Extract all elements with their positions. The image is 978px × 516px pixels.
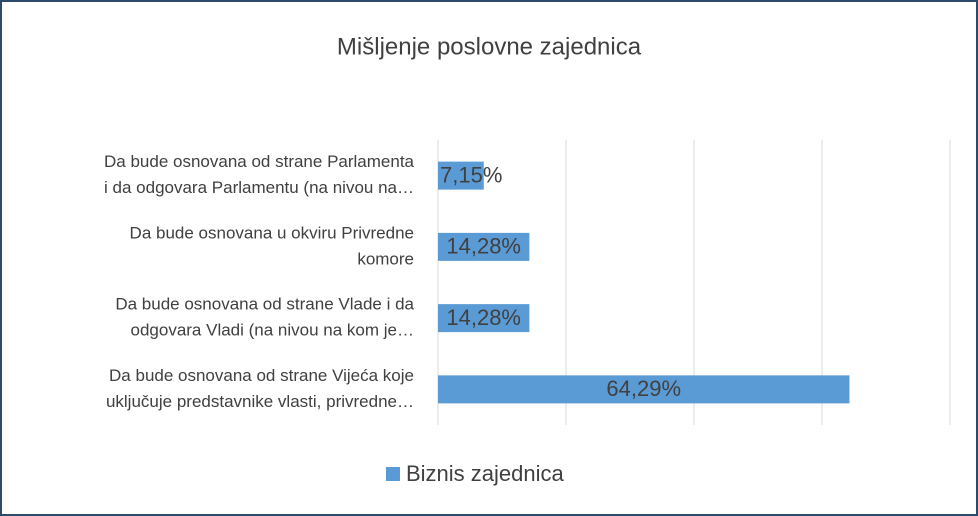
data-label: 7,15% [440, 162, 502, 187]
category-label: Da bude osnovana od strane Parlamenta [104, 152, 415, 171]
category-label: odgovara Vladi (na nivou na kom je… [131, 321, 415, 340]
bar [438, 375, 850, 404]
category-label: Da bude osnovana od strane Vlade i da [115, 295, 414, 314]
legend-swatch [386, 467, 400, 481]
category-label: komore [357, 249, 414, 268]
data-label: 14,28% [446, 234, 521, 259]
category-label: i da odgovara Parlamentu (na nivou na… [104, 178, 414, 197]
legend-label: Biznis zajednica [406, 461, 565, 486]
category-label: Da bude osnovana u okviru Privredne [130, 223, 414, 242]
category-label: Da bude osnovana od strane Vijeća koje [109, 366, 414, 385]
category-label: uključuje predstavnike vlasti, privredne… [106, 392, 414, 411]
bar [438, 304, 530, 333]
bar [438, 232, 530, 261]
data-label: 14,28% [446, 305, 521, 330]
bar [438, 161, 484, 190]
data-label: 64,29% [606, 376, 681, 401]
chart-title: Mišljenje poslovne zajednica [337, 33, 642, 60]
